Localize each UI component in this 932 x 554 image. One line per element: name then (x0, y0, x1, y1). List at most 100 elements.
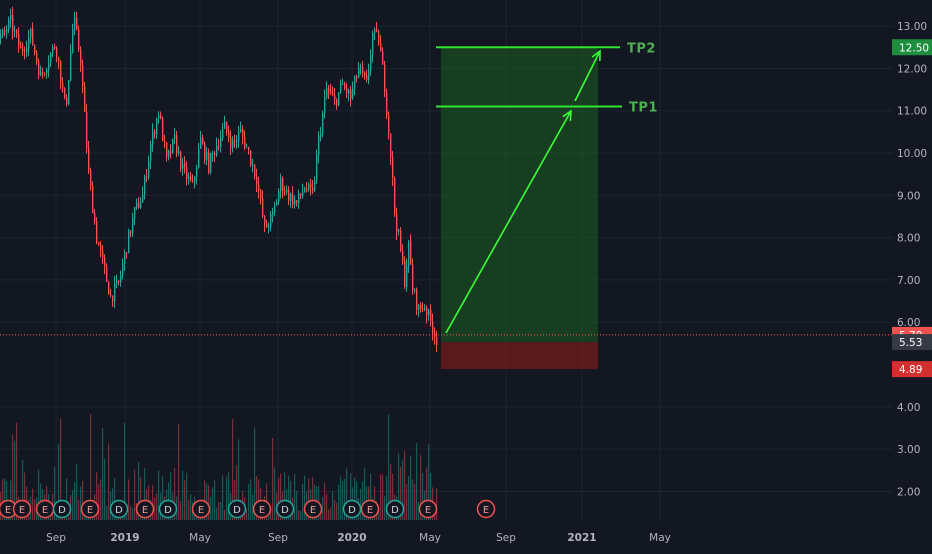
time-axis[interactable]: Sep 2019 May Sep 2020 May Sep 2021 May (46, 532, 671, 544)
volume-bar (290, 480, 292, 520)
event-marker-earnings[interactable]: E (12, 499, 32, 519)
event-marker-label: E (310, 505, 316, 516)
candle-body (78, 29, 80, 50)
candle-body (116, 280, 118, 284)
volume-bar (178, 423, 180, 520)
arrow-to-tp2[interactable] (574, 50, 601, 102)
event-marker-label: D (348, 505, 356, 516)
event-marker-dividend[interactable]: D (52, 499, 72, 519)
volume-bar (234, 479, 236, 520)
volume-bar (420, 455, 422, 520)
candle-body (62, 82, 64, 88)
volume-bar (284, 472, 286, 520)
volume-bar (250, 479, 252, 520)
candle-body (432, 321, 434, 335)
price-tick-12.00: 12.00 (897, 63, 927, 75)
event-marker-earnings[interactable]: E (476, 499, 496, 519)
price-tick-9.00: 9.00 (897, 190, 920, 202)
volume-bar (82, 480, 84, 520)
candle-body (314, 180, 316, 191)
candle-body (300, 193, 302, 196)
event-marker-ring (135, 499, 155, 519)
candle-body (434, 334, 436, 337)
candle-body (260, 190, 262, 199)
event-marker-dividend[interactable]: D (227, 499, 247, 519)
volume-bar (408, 475, 410, 520)
price-badge-text: 5.53 (899, 337, 922, 349)
candle-body (90, 170, 92, 187)
candle-body (250, 150, 252, 166)
candle-body (436, 336, 438, 345)
event-marker-ring (227, 499, 247, 519)
volume-bar (430, 473, 432, 520)
volume-bar (58, 443, 60, 520)
arrow-to-tp1[interactable] (445, 110, 572, 334)
event-marker-dividend[interactable]: D (385, 499, 405, 519)
candle-body (400, 230, 402, 251)
candle-body (230, 138, 232, 148)
candle-body (130, 230, 132, 234)
event-marker-dividend[interactable]: D (109, 499, 129, 519)
volume-bar (328, 509, 330, 520)
price-badges: 12.505.705.534.89 (892, 39, 932, 378)
volume-bar (16, 422, 18, 520)
event-marker-earnings[interactable]: E (80, 499, 100, 519)
volume-bar (156, 493, 158, 520)
event-marker-dividend[interactable]: D (158, 499, 178, 519)
volume-bar (354, 477, 356, 520)
event-marker-earnings[interactable]: E (418, 499, 438, 519)
candle-body (298, 193, 300, 203)
candle-body (52, 46, 54, 54)
candle-body (20, 46, 22, 49)
volume-bar (104, 458, 106, 520)
volume-bar (98, 484, 100, 520)
price-tick-6.00: 6.00 (897, 317, 920, 329)
volume-bar (398, 453, 400, 520)
candle-body (388, 115, 390, 134)
volume-bar (190, 494, 192, 520)
price-badge-bg (892, 361, 932, 378)
candle-body (168, 150, 170, 157)
candle-body (4, 30, 6, 32)
volume-bar (346, 468, 348, 520)
event-marker-earnings[interactable]: E (303, 499, 323, 519)
event-marker-label: E (19, 505, 25, 516)
candle-body (134, 207, 136, 219)
candle-body (416, 289, 418, 310)
volume-bar (248, 483, 250, 520)
volume-bar (114, 477, 116, 520)
candle-body (132, 218, 134, 234)
event-marker-earnings[interactable]: E (35, 499, 55, 519)
candle-body (16, 30, 18, 34)
event-marker-earnings[interactable]: E (360, 499, 380, 519)
event-marker-earnings[interactable]: E (135, 499, 155, 519)
event-marker-dividend[interactable]: D (342, 499, 362, 519)
volume-bar (426, 467, 428, 520)
drawings[interactable]: TP2 TP1 (436, 41, 658, 334)
event-marker-earnings[interactable]: E (252, 499, 272, 519)
candle-body (296, 200, 298, 203)
event-marker-label: D (115, 505, 123, 516)
candle-body (312, 187, 314, 191)
volume-bar (2, 479, 4, 520)
price-tick-10.00: 10.00 (897, 148, 927, 160)
volume-bar (280, 473, 282, 520)
candle-body (226, 121, 228, 132)
candle-body (204, 143, 206, 161)
candle-body (290, 193, 292, 201)
price-axis[interactable]: 13.00 12.00 11.00 10.00 9.00 8.00 7.00 6.00 4.00… (897, 21, 927, 498)
candle-body (70, 52, 72, 81)
candle-body (216, 145, 218, 155)
candle-body (106, 266, 108, 282)
price-tick-8.00: 8.00 (897, 233, 920, 245)
candle-body (40, 72, 42, 76)
event-marker-earnings[interactable]: E (191, 499, 211, 519)
candle-body (206, 152, 208, 161)
grid-lines (0, 0, 893, 520)
volume-bar (80, 486, 82, 520)
candle-body (386, 92, 388, 116)
event-marker-dividend[interactable]: D (275, 499, 295, 519)
